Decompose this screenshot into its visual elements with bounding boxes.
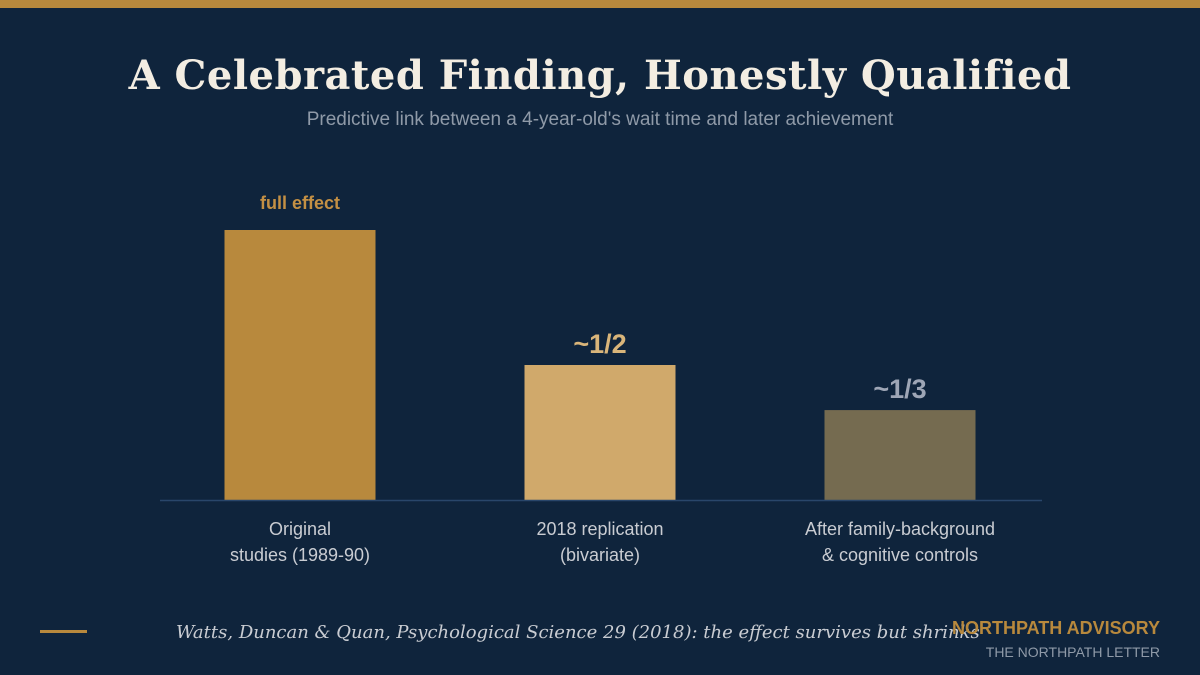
category-label-2-line-1: 2018 replication	[536, 519, 663, 539]
data-label-1: full effect	[260, 193, 340, 213]
bar-chart: full effect Original studies (1989-90) ~1/2…	[160, 193, 1042, 565]
category-label-3-line-1: After family-background	[805, 519, 995, 539]
source-accent-rule	[40, 630, 87, 633]
category-label-2-line-2: (bivariate)	[560, 545, 640, 565]
top-accent-rule	[0, 0, 1200, 8]
data-label-3: ~1/3	[873, 374, 926, 404]
source-note: Watts, Duncan & Quan, Psychological Scie…	[176, 622, 980, 643]
category-label-1-line-1: Original	[269, 519, 331, 539]
bar-3	[824, 410, 976, 500]
slide-title: A Celebrated Finding, Honestly Qualified	[128, 52, 1072, 99]
brand-subtitle: THE NORTHPATH LETTER	[985, 644, 1160, 660]
brand-name: NORTHPATH ADVISORY	[951, 618, 1160, 638]
data-label-2: ~1/2	[573, 329, 626, 359]
category-label-3-line-2: & cognitive controls	[822, 545, 978, 565]
bar-1	[224, 230, 376, 500]
category-label-1-line-2: studies (1989-90)	[230, 545, 370, 565]
slide-subtitle: Predictive link between a 4-year-old's w…	[306, 109, 894, 130]
bar-2	[524, 365, 676, 500]
